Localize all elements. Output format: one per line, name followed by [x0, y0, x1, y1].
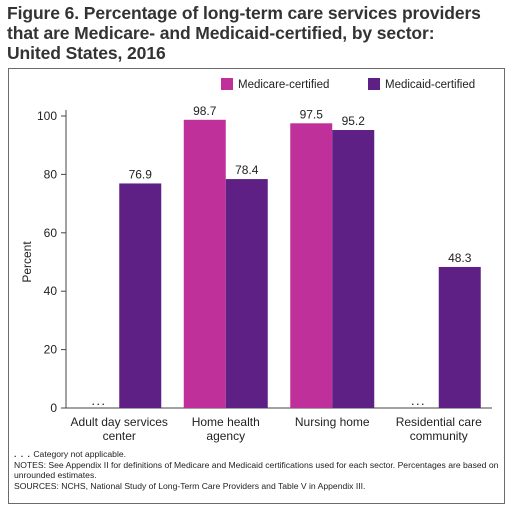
chart-title: Figure 6. Percentage of long-term care s…	[7, 3, 481, 63]
y-tick-label: 40	[44, 284, 58, 298]
legend-label: Medicaid-certified	[385, 79, 475, 91]
footnotes: . . . Category not applicable. NOTES: Se…	[14, 449, 502, 491]
na-text: Category not applicable.	[30, 449, 127, 459]
footnote-na: . . . Category not applicable.	[14, 449, 502, 460]
bar-medicare-certified-1	[183, 119, 226, 409]
na-marker-label: . . .	[92, 397, 105, 407]
bar-medicaid-certified-3	[438, 266, 481, 408]
na-marker: . . .	[14, 449, 31, 459]
footnote-sources: SOURCES: NCHS, National Study of Long-Te…	[14, 480, 366, 491]
data-label: 76.9	[129, 167, 153, 181]
footnote-notes: NOTES: See Appendix II for definitions o…	[14, 459, 499, 481]
data-label: 78.4	[235, 163, 259, 177]
y-tick-label: 100	[37, 109, 57, 123]
x-category-label: Residential care	[396, 415, 482, 429]
y-tick-label: 20	[44, 343, 58, 357]
data-label: 97.5	[300, 107, 324, 121]
bar-medicare-certified-2	[290, 123, 333, 409]
bar-medicaid-certified-0	[119, 183, 162, 408]
y-tick-label: 0	[50, 401, 57, 415]
na-marker-label: . . .	[411, 397, 424, 407]
y-tick-label: 80	[44, 167, 58, 181]
data-label: 95.2	[342, 114, 366, 128]
data-label: 98.7	[193, 104, 217, 118]
x-category-label: community	[410, 429, 468, 443]
legend-swatch	[221, 78, 233, 90]
x-category-label: agency	[206, 429, 245, 443]
bar-medicaid-certified-1	[225, 179, 268, 408]
legend-label: Medicare-certified	[238, 79, 329, 91]
legend-swatch	[368, 78, 380, 90]
x-category-label: center	[103, 429, 136, 443]
data-label: 48.3	[448, 251, 472, 265]
x-category-label: Adult day services	[71, 415, 168, 429]
x-category-label: Home health	[192, 415, 260, 429]
y-axis-title: Percent	[20, 241, 34, 283]
chart-frame	[8, 68, 505, 504]
x-category-label: Nursing home	[295, 415, 370, 429]
y-tick-label: 60	[44, 226, 58, 240]
bar-medicaid-certified-2	[332, 130, 375, 409]
